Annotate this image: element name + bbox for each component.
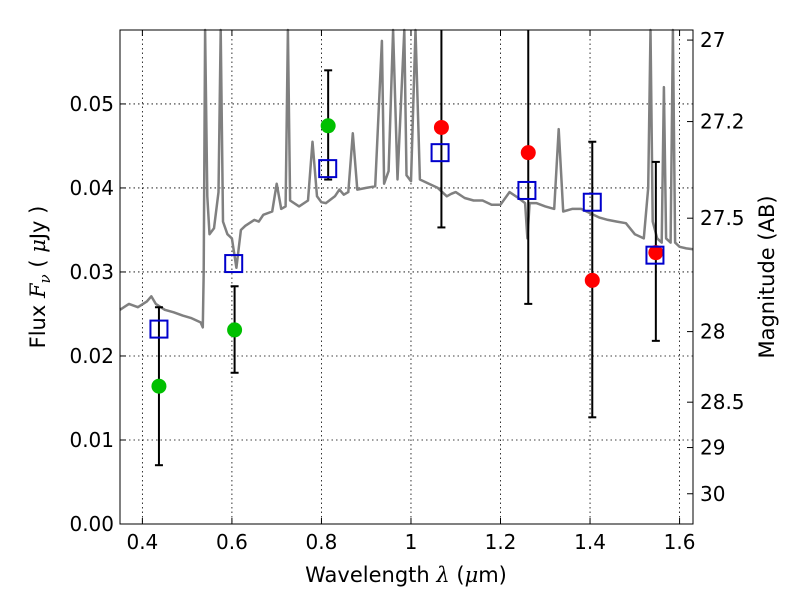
x-tick-label: 1 — [405, 530, 418, 554]
y-tick-label: 0.02 — [69, 344, 114, 368]
marker-layer — [149, 118, 665, 394]
y-tick-label: 0.04 — [69, 176, 114, 200]
model-photometry-square — [582, 192, 602, 212]
y-tick-label: 0.00 — [69, 512, 114, 536]
green-data-point — [227, 322, 243, 338]
red-data-point — [520, 145, 536, 161]
x-axis-label: Wavelength λ (μm) — [305, 563, 507, 587]
y2-tick-label: 29 — [700, 436, 725, 460]
axis-ticks: 0.4 0.6 0.8 1 1.2 1.4 1.6 0.00 0.01 0.02 0.03 0.04 0… — [69, 28, 744, 554]
spectrum-layer — [119, 28, 694, 329]
model-photometry-square — [645, 245, 665, 265]
x-tick-label: 1.4 — [574, 530, 606, 554]
red-data-point — [584, 272, 600, 288]
plot-frame — [119, 29, 694, 525]
x-tick-label: 0.4 — [126, 530, 158, 554]
spectrum-line — [119, 28, 694, 329]
x-tick-label: 0.8 — [306, 530, 338, 554]
y2-tick-label: 30 — [700, 482, 725, 506]
y-tick-label: 0.03 — [69, 260, 114, 284]
model-photometry-square — [517, 180, 537, 200]
grid-lines — [120, 30, 693, 525]
model-photometry-square — [224, 254, 244, 274]
y-tick-label: 0.05 — [69, 92, 114, 116]
x-tick-label: 1.2 — [485, 530, 517, 554]
y2-tick-label: 27 — [700, 28, 725, 52]
x-tick-label: 0.6 — [216, 530, 248, 554]
y2-tick-label: 28.5 — [700, 390, 745, 414]
y-axis-label: Flux Fν ( μJy ) — [26, 206, 54, 349]
model-photometry-square — [430, 143, 450, 163]
green-data-point — [320, 118, 336, 134]
x-tick-label: 1.6 — [664, 530, 696, 554]
errorbar-layer — [154, 30, 660, 467]
y2-tick-label: 27.2 — [700, 110, 745, 134]
model-photometry-square — [318, 159, 338, 179]
y2-axis-label: Magnitude (AB) — [755, 195, 779, 358]
y2-tick-label: 27.5 — [700, 206, 745, 230]
model-photometry-square — [149, 319, 169, 339]
y-tick-label: 0.01 — [69, 428, 114, 452]
y2-tick-label: 28 — [700, 320, 725, 344]
green-data-point — [151, 378, 167, 394]
red-data-point — [433, 119, 449, 135]
red-data-point — [648, 245, 664, 261]
